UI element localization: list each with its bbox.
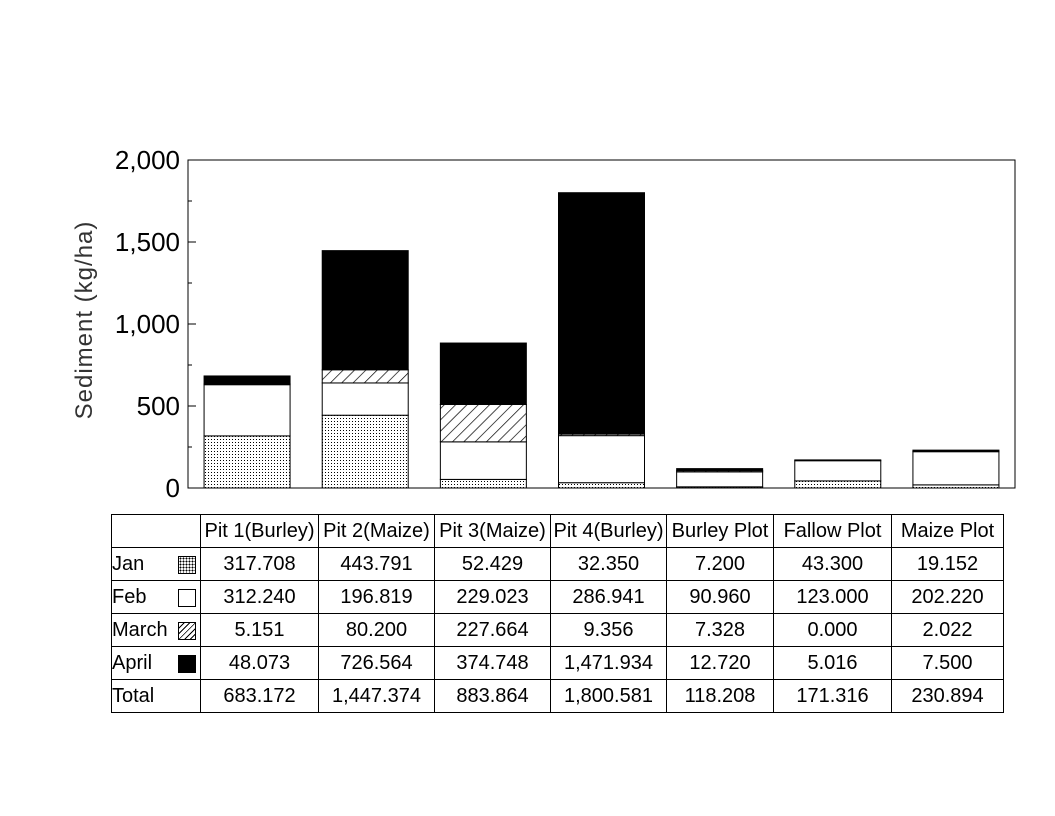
table-column-header: Pit 1(Burley) xyxy=(200,514,319,548)
bar-segment-april xyxy=(676,468,764,472)
bar-segment-jan xyxy=(439,478,527,489)
table-cell: 32.350 xyxy=(550,547,667,581)
table-cell: 1,471.934 xyxy=(550,646,667,680)
row-label: March xyxy=(112,618,168,641)
table-cell: 726.564 xyxy=(318,646,435,680)
bar-segment-april xyxy=(912,449,1000,452)
table-cell: 312.240 xyxy=(200,580,319,614)
table-cell: 9.356 xyxy=(550,613,667,647)
table-cell: 90.960 xyxy=(666,580,774,614)
bar-segment-jan xyxy=(558,482,645,489)
table-cell: 48.073 xyxy=(200,646,319,680)
bar-segment-april xyxy=(558,192,645,435)
bar-segment-feb xyxy=(439,441,527,480)
table-cell: 171.316 xyxy=(773,679,892,713)
table-cell: 2.022 xyxy=(891,613,1004,647)
bar-segment-april xyxy=(794,459,882,462)
table-cell: 5.016 xyxy=(773,646,892,680)
table-row-header: March xyxy=(111,613,201,647)
table-column-header: Pit 4(Burley) xyxy=(550,514,667,548)
legend-swatch xyxy=(178,556,196,574)
legend-swatch xyxy=(178,655,196,673)
table-row: Feb 312.240 196.819 229.023 286.941 90.960 123… xyxy=(111,580,1004,614)
table-cell: 883.864 xyxy=(434,679,551,713)
y-tick-label: 1,500 xyxy=(115,227,180,257)
table-column-header: Pit 2(Maize) xyxy=(318,514,435,548)
table-cell: 80.200 xyxy=(318,613,435,647)
table-total-row: Total 683.172 1,447.374 883.864 1,800.581 118… xyxy=(111,679,1004,713)
table-cell: 118.208 xyxy=(666,679,774,713)
table-cell: 12.720 xyxy=(666,646,774,680)
table-row: March 5.151 80.200 227.664 9.356 7.328 0.000 2.… xyxy=(111,613,1004,647)
bar-segment-april xyxy=(321,250,409,371)
bar-segment-jan xyxy=(203,435,291,489)
bars-group xyxy=(203,192,1000,489)
row-label: Feb xyxy=(112,585,147,608)
bar-segment-march xyxy=(321,369,409,384)
table-row-header: Feb xyxy=(111,580,201,614)
y-axis-title: Sediment (kg/ha) xyxy=(71,221,98,420)
table-cell: 443.791 xyxy=(318,547,435,581)
data-table: Pit 1(Burley) Pit 2(Maize) Pit 3(Maize) Pit… xyxy=(111,514,1004,713)
table-cell: 196.819 xyxy=(318,580,435,614)
table-cell: 374.748 xyxy=(434,646,551,680)
table-header-row: Pit 1(Burley) Pit 2(Maize) Pit 3(Maize) Pit… xyxy=(111,514,1004,548)
table-cell: 202.220 xyxy=(891,580,1004,614)
table-cell: 7.328 xyxy=(666,613,774,647)
table-cell: 0.000 xyxy=(773,613,892,647)
bar-segment-april xyxy=(439,342,527,406)
bar-segment-feb xyxy=(203,384,291,437)
table-row: Jan 317.708 443.791 52.429 32.350 7.200 43.300… xyxy=(111,547,1004,581)
y-tick-label: 500 xyxy=(137,391,180,421)
table-row: April 48.073 726.564 374.748 1,471.934 12.720… xyxy=(111,646,1004,680)
table-cell: 7.200 xyxy=(666,547,774,581)
table-cell: 43.300 xyxy=(773,547,892,581)
legend-swatch xyxy=(178,589,196,607)
table-cell: 230.894 xyxy=(891,679,1004,713)
bar-segment-feb xyxy=(912,451,1000,486)
bar-segment-feb xyxy=(676,471,764,488)
table-cell: 52.429 xyxy=(434,547,551,581)
table-row-header: April xyxy=(111,646,201,680)
table-corner-cell xyxy=(111,514,201,548)
bar-segment-jan xyxy=(321,414,409,489)
bar-segment-feb xyxy=(321,382,409,416)
y-tick-label: 1,000 xyxy=(115,309,180,339)
table-cell: 286.941 xyxy=(550,580,667,614)
bar-segment-feb xyxy=(558,435,645,484)
table-column-header: Fallow Plot xyxy=(773,514,892,548)
table-row-header: Total xyxy=(111,679,201,713)
bar-segment-feb xyxy=(794,460,882,482)
table-row-header: Jan xyxy=(111,547,201,581)
table-cell: 229.023 xyxy=(434,580,551,614)
bar-segment-april xyxy=(203,375,291,385)
table-cell: 1,447.374 xyxy=(318,679,435,713)
y-tick-label: 0 xyxy=(166,473,180,503)
row-label: Jan xyxy=(112,552,145,575)
table-cell: 123.000 xyxy=(773,580,892,614)
table-column-header: Pit 3(Maize) xyxy=(434,514,551,548)
stacked-bar-chart: 0 500 1,000 1,500 2,000 Sediment (kg/ha) xyxy=(71,145,1016,503)
bar-segment-jan xyxy=(794,480,882,489)
y-tick-label: 2,000 xyxy=(115,145,180,175)
row-label: April xyxy=(112,651,153,674)
table-column-header: Maize Plot xyxy=(891,514,1004,548)
table-cell: 227.664 xyxy=(434,613,551,647)
table-cell: 5.151 xyxy=(200,613,319,647)
table-cell: 7.500 xyxy=(891,646,1004,680)
legend-swatch xyxy=(178,622,196,640)
table-column-header: Burley Plot xyxy=(666,514,774,548)
table-cell: 317.708 xyxy=(200,547,319,581)
table-cell: 19.152 xyxy=(891,547,1004,581)
y-axis: 0 500 1,000 1,500 2,000 xyxy=(115,145,196,503)
table-cell: 1,800.581 xyxy=(550,679,667,713)
bar-segment-march xyxy=(439,404,527,443)
table-cell: 683.172 xyxy=(200,679,319,713)
